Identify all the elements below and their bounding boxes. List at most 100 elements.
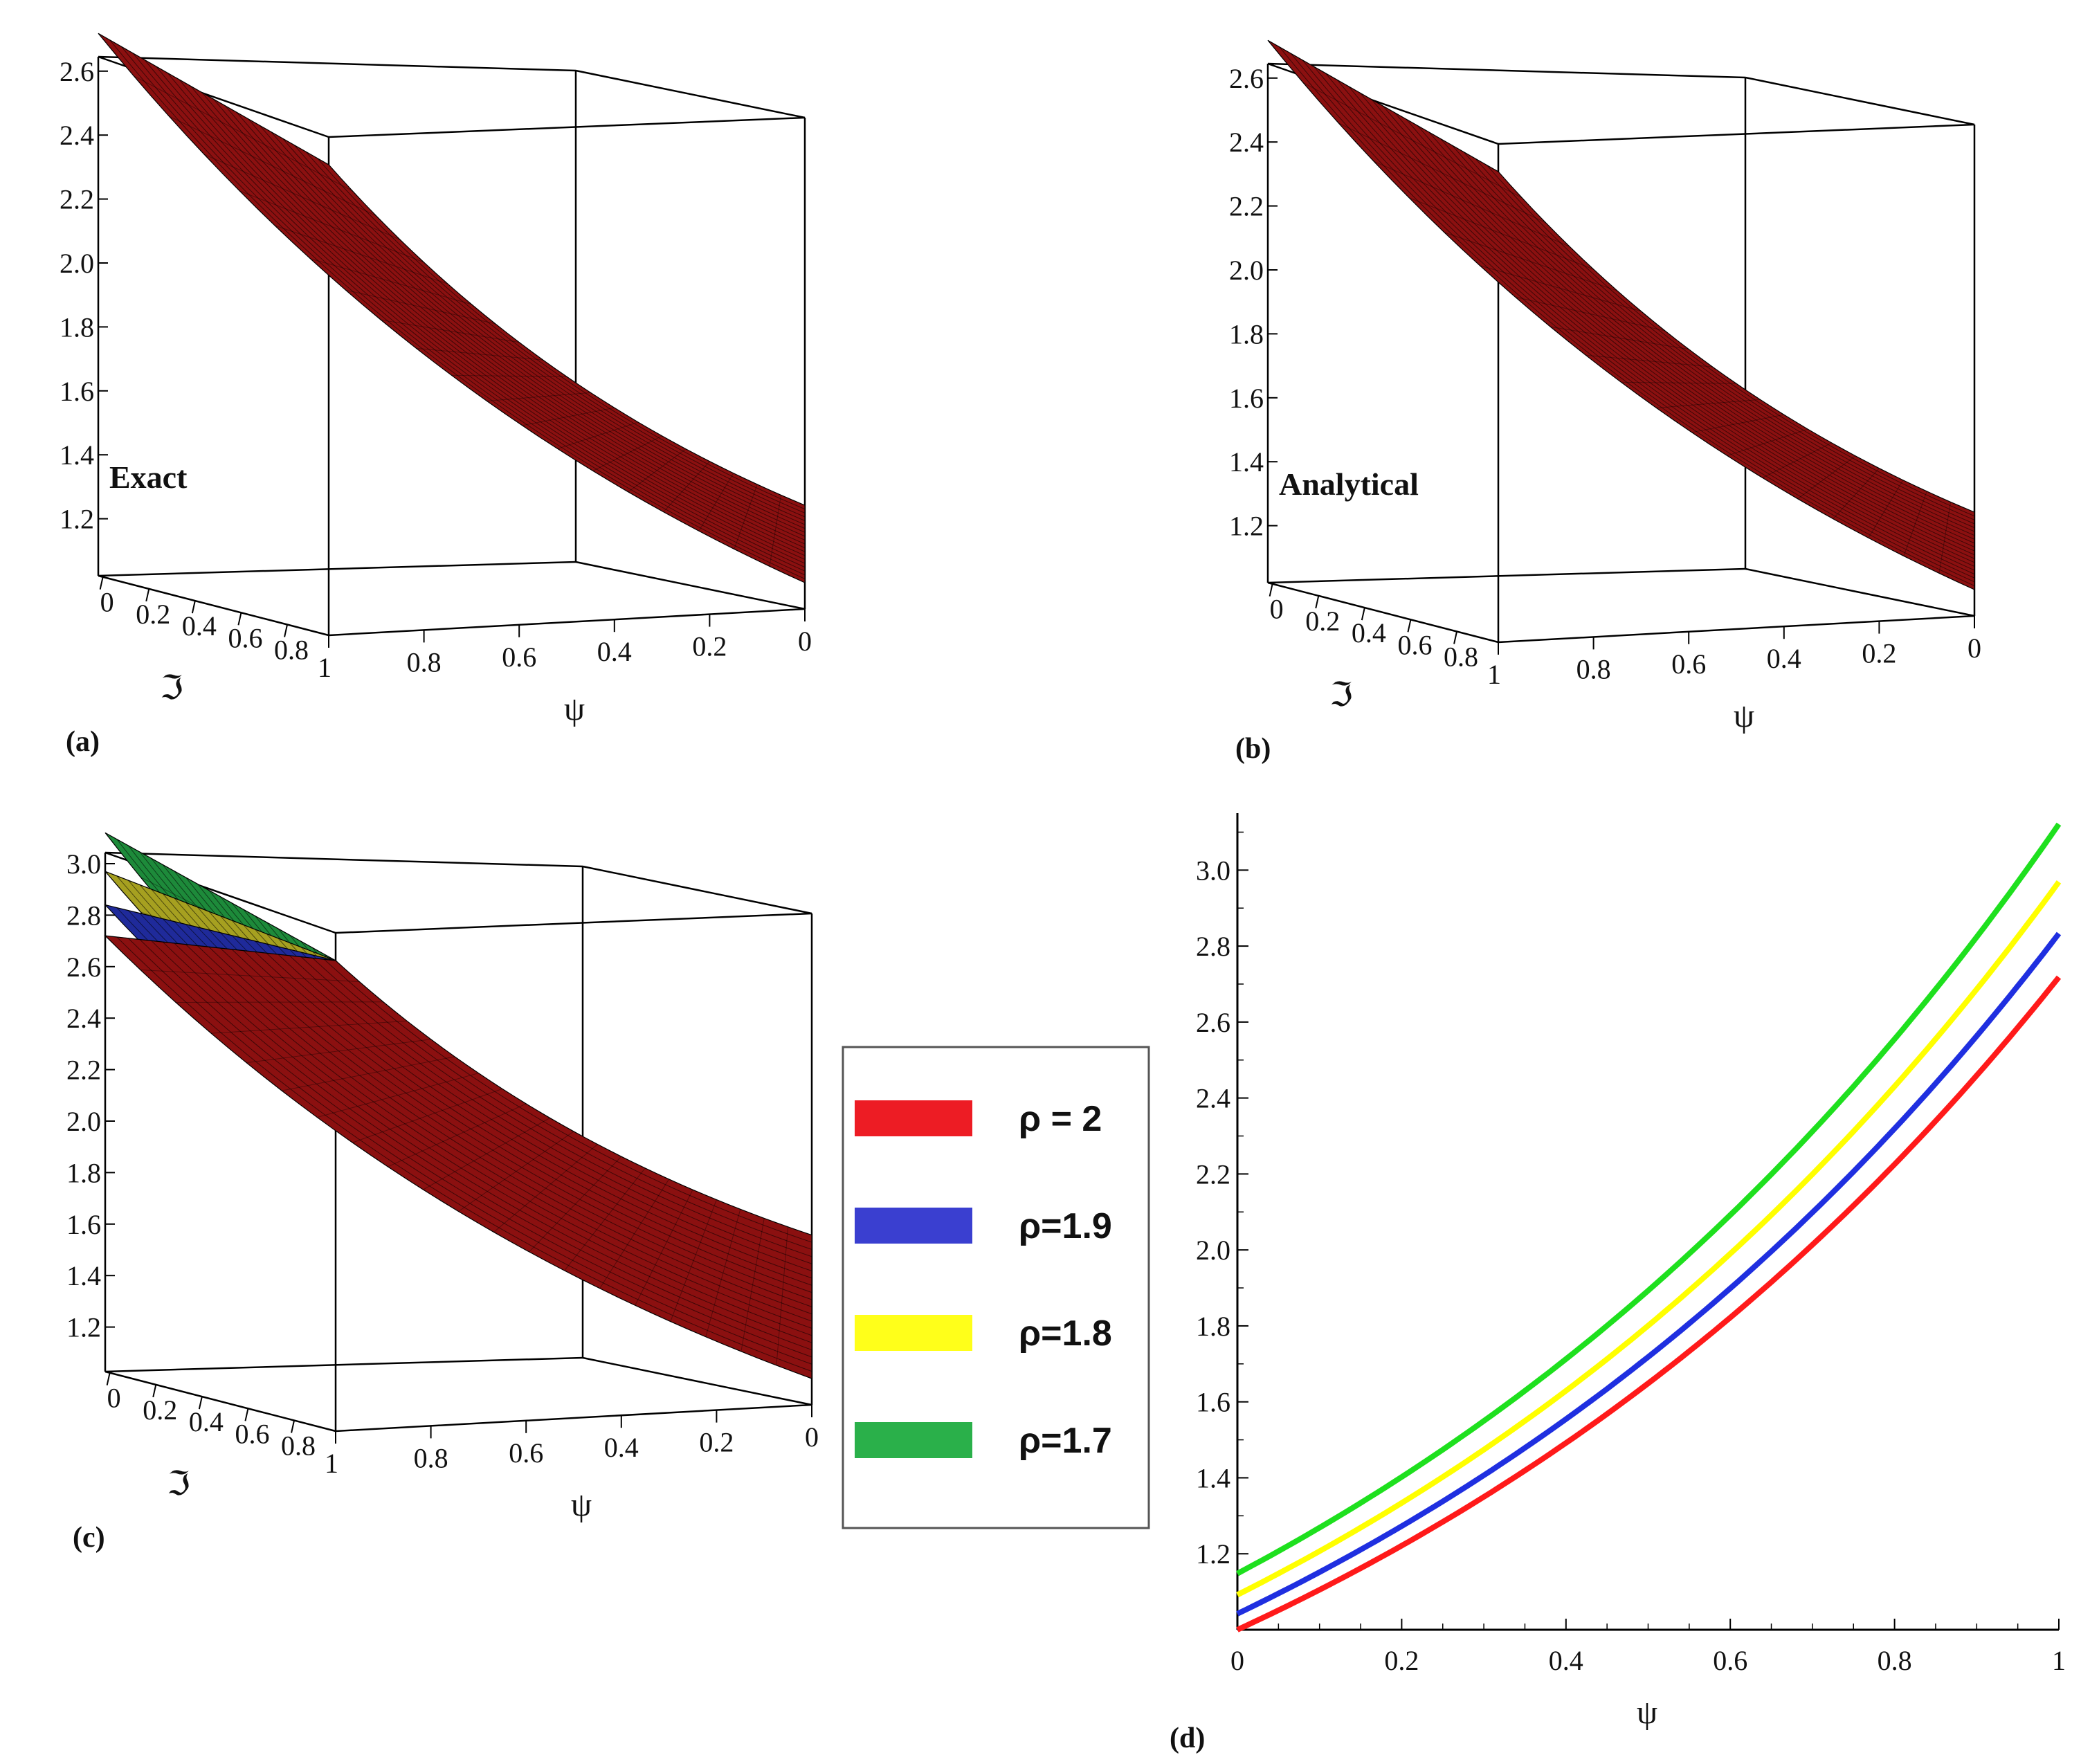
surface-grid-line [1480,265,1642,312]
surface-grid-line [289,955,812,1264]
surface-grid-line [140,970,360,983]
surface-grid-line [1452,145,1975,528]
legend-swatch [855,1208,972,1244]
j-tick-label: 0.4 [182,610,217,642]
surface-grid-line [104,904,336,961]
psi-tick-label: 0 [798,626,812,657]
y-tick-label: 1.6 [1196,1387,1230,1418]
z-tick-label: 2.6 [66,952,101,983]
j-tick-mark [291,1420,296,1433]
j-tick-mark [237,612,242,626]
j-tick-mark [191,600,196,614]
x-axis-title: ψ [1637,1694,1657,1731]
surface-grid-line [231,949,812,1300]
surface-grid-line [1428,131,1975,536]
j-tick-label: 0 [100,587,114,618]
panel-c: 3.0 2.8 2.6 2.4 2.2 2.0 1.8 1.6 1.4 1.2 1 0.8 0.6 0.4… [66,832,819,1554]
j-tick-label: 0.4 [1352,617,1386,648]
surface-grid-line [139,939,812,1358]
surface-grid-line [1394,112,1975,547]
surface-grid-line [98,33,329,165]
surface-grid-line [211,1020,408,1034]
surface-grid-line [1691,414,1784,433]
z-tick-label: 1.4 [66,1260,101,1291]
surface-grid-line [1302,60,1975,579]
surface-grid-line [236,111,806,537]
surface-grid-line [592,435,662,471]
z-tick-label: 1.8 [60,311,94,343]
surface-grid-line [769,495,782,567]
box-edge [98,561,576,577]
x-tick-label: 0 [1230,1645,1244,1676]
surface-grid-line [1325,73,1975,571]
legend-label: ρ = 2 [1019,1099,1102,1139]
surface-grid-line [1515,296,1665,331]
surface-grid-line [190,85,806,552]
surface-grid-line [109,39,806,579]
surface-grid-line [663,461,710,513]
surface-grid-line [734,484,758,549]
psi-tick-label: 0.8 [1576,653,1611,684]
surface-grid-line [1290,53,1975,583]
y-tick-label: 3.0 [1196,855,1230,886]
surface-grid-line [167,72,806,560]
surface-grid-line [599,1179,670,1289]
surface-grid-line [381,319,520,343]
surface-grid-line [1302,82,1523,199]
z-tick-label: 2.0 [1229,255,1264,286]
surface-grid-line [127,938,812,1365]
surface-grid-line [324,958,812,1243]
surface-grid-line [493,1144,598,1233]
legend-label: ρ=1.9 [1019,1206,1112,1246]
x-tick-label: 0.4 [1549,1645,1583,1676]
surface-grid-line [116,936,812,1372]
surface-grid-line [282,1056,455,1091]
j-tick-label: 0 [107,1383,121,1414]
surface-grid-line [1550,326,1689,350]
surface-grid-line [1486,165,1975,517]
z-tick-label: 2.8 [66,900,101,931]
surface-grid-line [628,448,687,493]
surface-grid-line [278,954,812,1271]
surface-grid-line [776,1226,789,1365]
series-line-1 [1236,931,2062,1617]
surface-grid-line [1409,197,1594,270]
surface-rho-2 [1267,39,1975,590]
surface-grid-line [1359,92,1975,559]
z-tick-label: 1.4 [1229,446,1264,478]
surface-grid-line [1371,99,1975,556]
psi-tick-label: 0.2 [699,1427,734,1458]
j-tick-mark [1315,595,1320,609]
y-tick-label: 1.8 [1196,1311,1230,1342]
surface-grid-line [1868,480,1904,538]
psi-tick-label: 0 [805,1421,819,1453]
surface-grid-line [312,958,812,1250]
box-edge [98,574,329,637]
surface-grid-line [174,943,812,1336]
z-tick-label: 1.2 [1229,511,1264,542]
y-tick-label: 2.8 [1196,931,1230,962]
j-tick-label: 0.6 [235,1418,269,1449]
z-tick-label: 1.6 [60,376,94,407]
j-tick-mark [244,1408,249,1421]
psi-tick-label: 0.6 [1671,648,1706,680]
legend-swatch [855,1100,972,1136]
j-tick-label: 0.6 [228,622,262,653]
legend: ρ = 2 ρ=1.9 ρ=1.8 ρ=1.7 [842,1046,1150,1529]
z-tick-label: 2.6 [60,56,94,87]
surface-grid-line [246,1039,431,1064]
psi-tick-label: 0.8 [414,1442,448,1473]
psi-tick-label: 0.4 [597,636,632,667]
psi-tick-label: 0.4 [604,1432,639,1463]
x-tick-label: 0.6 [1713,1645,1747,1676]
box-edge [328,116,806,138]
surface-grid-line [224,105,806,540]
surface-grid-line [213,98,806,545]
surface-grid-line [388,1103,527,1167]
panel-b: 2.62.42.22.01.81.61.41.21 0.8 0.6 0.4 0.2 0ψ0… [1229,39,1981,765]
j-tick-mark [99,576,104,590]
surface-grid-line [1656,399,1761,408]
surface-grid-line [162,941,812,1343]
psi-axis-title: ψ [564,691,585,727]
y-tick-label: 2.0 [1196,1235,1230,1266]
